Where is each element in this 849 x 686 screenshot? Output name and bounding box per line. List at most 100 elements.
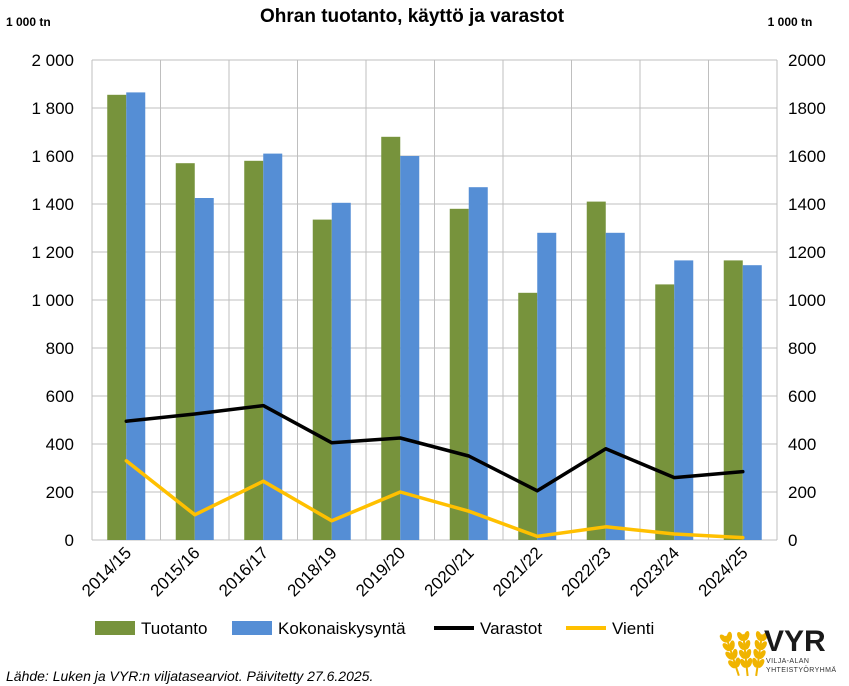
chart-title: Ohran tuotanto, käyttö ja varastot — [260, 6, 565, 27]
bar-tuotanto — [175, 163, 195, 540]
bar-tuotanto — [449, 208, 469, 541]
y-tick-label-right: 1600 — [788, 147, 826, 166]
logo-subtitle-2: YHTEISTYÖRYHMÄ — [766, 666, 836, 674]
wheat-grain — [752, 657, 758, 668]
y-tick-label-left: 200 — [46, 483, 74, 502]
bar-tuotanto — [723, 260, 743, 540]
wheat-grain — [758, 650, 766, 659]
wheat-stalk — [719, 631, 741, 677]
y-tick-label-left: 600 — [46, 387, 74, 406]
wheat-stalk — [737, 631, 753, 677]
logo-subtitle-1: VILJA-ALAN — [766, 658, 809, 665]
y-tick-label-right: 1000 — [788, 291, 826, 310]
x-tick-label: 2015/16 — [147, 543, 204, 600]
x-tick-label: 2022/23 — [558, 543, 615, 600]
wheat-grain — [726, 631, 732, 642]
y-tick-label-right: 200 — [788, 483, 816, 502]
x-tick-label: 2021/22 — [489, 543, 546, 600]
wheat-grain — [744, 640, 751, 650]
wheat-grain — [728, 660, 736, 669]
wheat-grain — [729, 640, 735, 651]
bar-kokonaiskysyntä — [468, 187, 488, 540]
series-lines — [124, 403, 745, 540]
x-tick-label: 2019/20 — [352, 543, 409, 600]
wheat-stalk — [752, 631, 769, 677]
bar-tuotanto — [655, 284, 675, 540]
line-varastot — [124, 403, 745, 493]
y-tick-label-right: 1200 — [788, 243, 826, 262]
y-tick-label-right: 400 — [788, 435, 816, 454]
bar-kokonaiskysyntä — [537, 232, 557, 541]
wheat-grain — [738, 649, 746, 659]
bar-kokonaiskysyntä — [194, 198, 214, 540]
wheat-grain — [743, 631, 750, 641]
bar-kokonaiskysyntä — [400, 156, 420, 540]
legend: Tuotanto Kokonaiskysyntä Varastot Vienti — [95, 619, 654, 638]
wheat-grain — [757, 659, 765, 668]
y-tick-label-left: 1 000 — [31, 291, 74, 310]
x-tick-label: 2023/24 — [626, 543, 683, 600]
vyr-logo: VYR VILJA-ALAN YHTEISTYÖRYHMÄ — [719, 625, 836, 677]
wheat-grain — [722, 643, 731, 652]
bars — [107, 92, 762, 541]
wheat-icon — [719, 631, 769, 677]
x-tick-label: 2016/17 — [215, 543, 272, 600]
right-axis-unit: 1 000 tn — [768, 15, 813, 29]
y-tick-label-right: 1400 — [788, 195, 826, 214]
bar-tuotanto — [244, 160, 264, 541]
bar-kokonaiskysyntä — [674, 260, 694, 540]
wheat-grain — [737, 632, 744, 641]
x-tick-label: 2014/15 — [78, 543, 135, 600]
wheat-grain — [754, 639, 761, 650]
bar-tuotanto — [518, 292, 538, 540]
y-tick-label-right: 2000 — [788, 51, 826, 70]
legend-label-vienti: Vienti — [612, 619, 654, 638]
y-tick-label-left: 1 800 — [31, 99, 74, 118]
wheat-grain — [725, 651, 734, 660]
y-tick-label-left: 1 400 — [31, 195, 74, 214]
y-tick-label-right: 800 — [788, 339, 816, 358]
axes: 0 200 400 600 800 1 000 1 200 1 400 1 600 1 800 2 … — [31, 51, 825, 600]
wheat-grain — [719, 634, 728, 643]
bar-kokonaiskysyntä — [263, 153, 283, 540]
y-tick-label-left: 1 600 — [31, 147, 74, 166]
legend-swatch-kokonaiskysyntä — [232, 621, 272, 635]
y-tick-label-left: 800 — [46, 339, 74, 358]
legend-label-varastot: Varastot — [480, 619, 542, 638]
bar-kokonaiskysyntä — [331, 202, 351, 541]
wheat-grain — [732, 648, 738, 659]
y-tick-label-right: 600 — [788, 387, 816, 406]
wheat-grain — [746, 657, 753, 668]
wheat-grain — [753, 648, 760, 659]
legend-label-kokonaiskysyntä: Kokonaiskysyntä — [278, 619, 406, 638]
bar-tuotanto — [586, 201, 606, 540]
y-tick-label-right: 0 — [788, 531, 797, 550]
y-tick-label-left: 400 — [46, 435, 74, 454]
wheat-grain — [739, 658, 747, 668]
wheat-grain — [755, 631, 762, 641]
bar-kokonaiskysyntä — [742, 265, 762, 540]
wheat-grain — [737, 640, 745, 650]
source-note: Lähde: Luken ja VYR:n viljatasearviot. P… — [6, 668, 373, 684]
bar-kokonaiskysyntä — [605, 232, 625, 541]
bar-tuotanto — [107, 94, 127, 541]
left-axis-unit: 1 000 tn — [6, 15, 51, 29]
legend-swatch-tuotanto — [95, 621, 135, 635]
y-tick-label-left: 1 200 — [31, 243, 74, 262]
x-tick-label: 2018/19 — [284, 543, 341, 600]
wheat-grain — [745, 648, 752, 659]
wheat-grain — [759, 641, 767, 651]
x-tick-label: 2024/25 — [695, 543, 752, 600]
wheat-grain — [735, 657, 741, 668]
y-tick-label-right: 1800 — [788, 99, 826, 118]
y-tick-label-left: 2 000 — [31, 51, 74, 70]
bar-tuotanto — [312, 219, 332, 540]
bar-kokonaiskysyntä — [126, 92, 146, 541]
x-tick-label: 2020/21 — [421, 543, 478, 600]
bar-tuotanto — [381, 136, 401, 541]
legend-label-tuotanto: Tuotanto — [141, 619, 207, 638]
line-vienti — [124, 459, 745, 540]
logo-wordmark: VYR — [764, 625, 826, 658]
wheat-grain — [761, 632, 769, 642]
